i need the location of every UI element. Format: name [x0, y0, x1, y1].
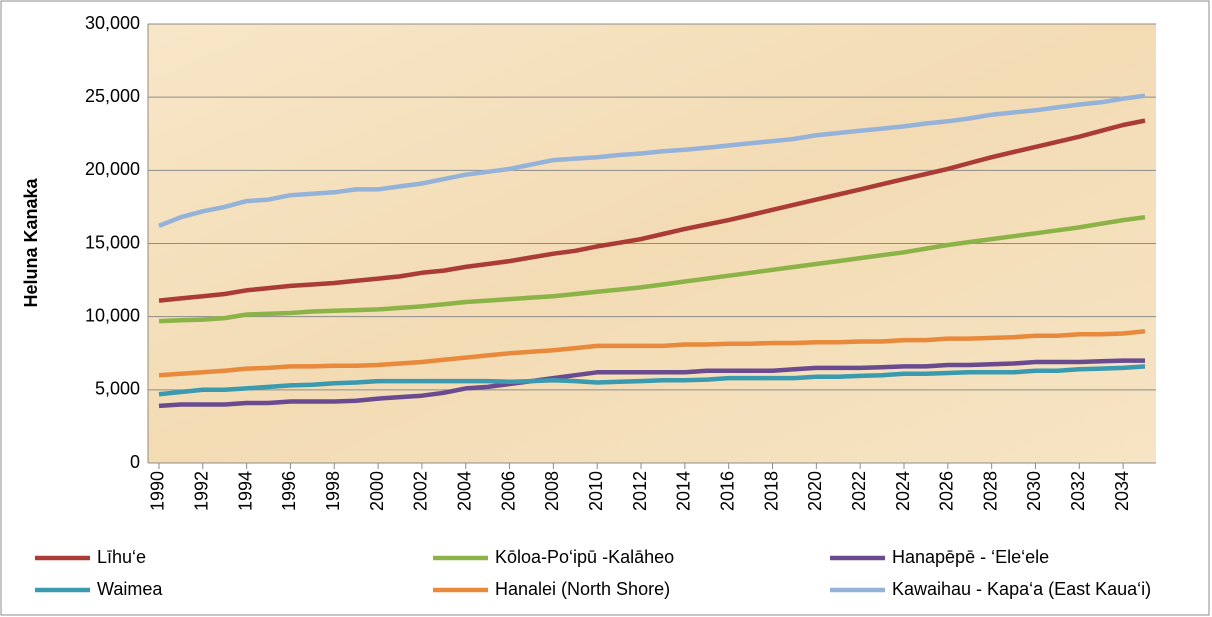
x-tick-label: 2016 — [717, 471, 737, 511]
y-tick-label: 15,000 — [85, 232, 140, 252]
x-tick-label: 2006 — [498, 471, 518, 511]
y-axis-label: Heluna Kanaka — [21, 177, 41, 307]
x-tick-label: 1990 — [148, 471, 168, 511]
legend-label: Hanapēpē - ‘Ele‘ele — [892, 547, 1049, 567]
x-tick-label: 2010 — [586, 471, 606, 511]
legend-label: Hanalei (North Shore) — [495, 579, 670, 599]
series-line — [158, 329, 1146, 378]
x-tick-label: 2034 — [1112, 471, 1132, 511]
x-tick-label: 2012 — [630, 471, 650, 511]
legend-label: Waimea — [97, 579, 163, 599]
series-line — [158, 214, 1146, 324]
x-tick-label: 2014 — [674, 471, 694, 511]
x-tick-label: 2030 — [1024, 471, 1044, 511]
legend-label: Kawaihau - Kapa‘a (East Kaua‘i) — [892, 579, 1151, 599]
x-tick-label: 2024 — [893, 471, 913, 511]
x-tick-label: 2026 — [937, 471, 957, 511]
series-line — [158, 93, 1146, 228]
x-tick-label: 2002 — [411, 471, 431, 511]
x-tick-label: 1998 — [323, 471, 343, 511]
y-tick-label: 25,000 — [85, 86, 140, 106]
y-tick-label: 20,000 — [85, 159, 140, 179]
y-tick-label: 0 — [130, 452, 140, 472]
x-tick-label: 2018 — [761, 471, 781, 511]
legend-label: Kōloa-Po‘ipū -Kalāheo — [495, 547, 674, 567]
legend-label: Līhu‘e — [97, 547, 146, 567]
series-line — [158, 358, 1145, 409]
x-tick-label: 2022 — [849, 471, 869, 511]
x-tick-label: 2032 — [1068, 471, 1088, 511]
x-tick-label: 2000 — [367, 471, 387, 511]
x-tick-label: 2028 — [980, 471, 1000, 511]
y-tick-label: 30,000 — [85, 13, 140, 33]
series-line — [158, 118, 1146, 303]
series-line — [158, 364, 1146, 397]
x-tick-label: 2020 — [805, 471, 825, 511]
x-tick-label: 2004 — [454, 471, 474, 511]
x-tick-label: 2008 — [542, 471, 562, 511]
x-tick-label: 1992 — [192, 471, 212, 511]
x-tick-label: 1996 — [279, 471, 299, 511]
y-tick-label: 5,000 — [95, 379, 140, 399]
x-tick-label: 1994 — [235, 471, 255, 511]
y-tick-label: 10,000 — [85, 305, 140, 325]
